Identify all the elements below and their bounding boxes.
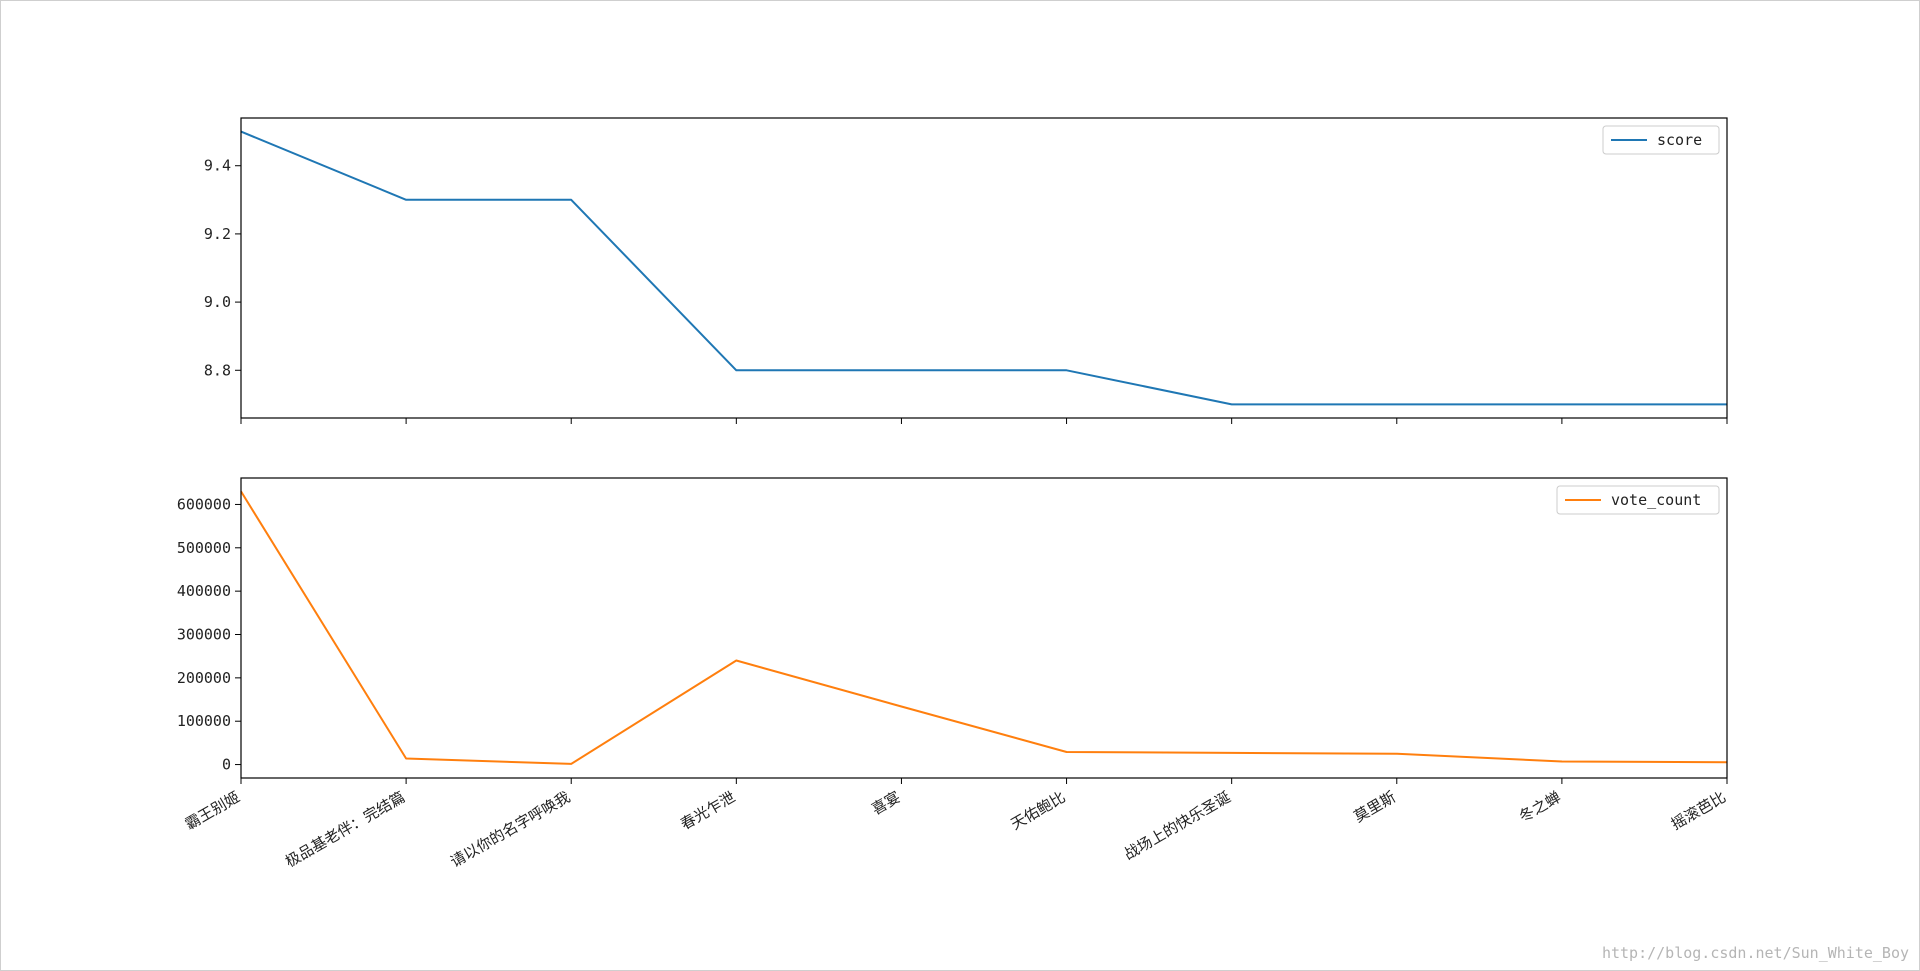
- y-tick-label: 9.2: [204, 225, 231, 243]
- plot-frame: [240, 477, 1728, 779]
- y-tick-label: 8.8: [204, 361, 231, 379]
- y-tick-label: 9.4: [204, 157, 231, 175]
- y-tick-label: 200000: [177, 669, 231, 687]
- plot-frame: [240, 117, 1728, 419]
- y-tick-label: 600000: [177, 495, 231, 513]
- chart-panel-1: 8.8 9.0 9.2 9.4 score: [204, 117, 1728, 424]
- y-tick-label: 100000: [177, 712, 231, 730]
- series-line-score: [240, 130, 1727, 406]
- y-tick-label: 500000: [177, 539, 231, 557]
- legend: vote_count: [1556, 485, 1720, 515]
- legend-label: vote_count: [1611, 491, 1701, 509]
- watermark: http://blog.csdn.net/Sun_White_Boy: [1602, 944, 1909, 962]
- y-tick-label: 300000: [177, 626, 231, 644]
- series-line-vote_count: [240, 490, 1728, 765]
- legend-box: [1602, 125, 1720, 155]
- legend: score: [1602, 125, 1720, 155]
- y-tick-label: 0: [222, 756, 231, 774]
- legend-box: [1556, 485, 1720, 515]
- y-tick-label: 400000: [177, 582, 231, 600]
- legend-label: score: [1657, 131, 1702, 149]
- y-tick-label: 9.0: [204, 293, 231, 311]
